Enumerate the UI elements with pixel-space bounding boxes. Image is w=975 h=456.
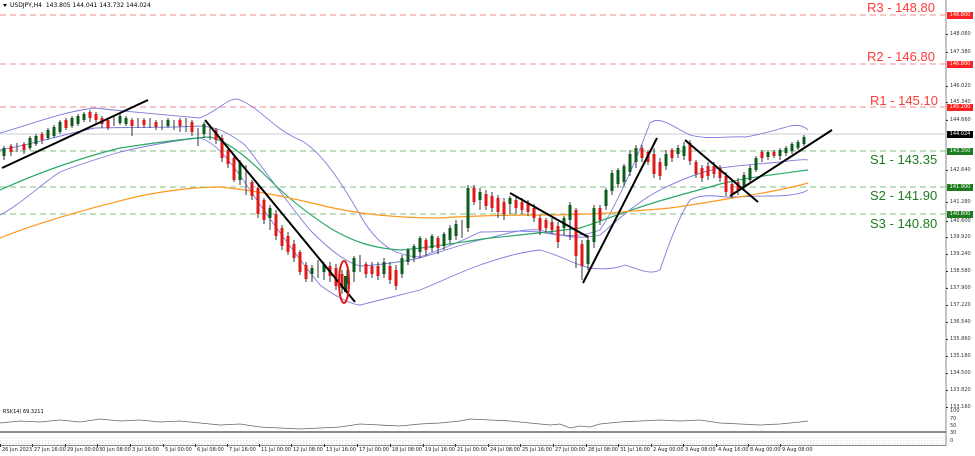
ma-slow-line: [0, 182, 809, 239]
time-tick: 25 Jul 16:00: [520, 444, 552, 453]
reversal-marker-ellipse: [338, 260, 350, 304]
rsi-tick: 100: [950, 408, 960, 414]
price-tick: 139.920: [946, 234, 971, 240]
price-tick: 134.500: [946, 370, 971, 376]
price-tick: 142.640: [946, 167, 971, 173]
price-tick: 141.280: [946, 199, 971, 205]
price-tick: 144.660: [946, 117, 971, 123]
r3-label: R3 - 148.80: [867, 0, 935, 15]
ohlc-values: 143.805 144.041 143.732 144.024: [45, 2, 151, 9]
r2-label: R2 - 146.80: [867, 49, 935, 64]
price-tick: 137.220: [946, 302, 971, 308]
time-tick: 24 Jul 08:00: [488, 444, 520, 453]
rsi-tick: 50: [950, 423, 957, 429]
price-tick: 138.580: [946, 268, 971, 274]
time-tick: 11 Jul 00:00: [259, 444, 291, 453]
rsi-tick: 30: [950, 430, 957, 436]
time-tick: 13 Jul 16:00: [324, 444, 356, 453]
time-tick: 12 Jul 08:00: [291, 444, 323, 453]
rsi-tick: 70: [950, 416, 957, 422]
r2-price-tag: 146.800: [947, 61, 973, 68]
r3-price-tag: 148.800: [947, 12, 973, 19]
time-tick: 8 Aug 00:00: [748, 444, 781, 453]
s2-price-tag: 141.900: [947, 184, 973, 191]
s3-label: S3 - 140.80: [870, 216, 938, 231]
r1-label: R1 - 145.10: [870, 93, 938, 108]
time-tick: 19 Jul 16:00: [423, 444, 455, 453]
time-tick: 4 Aug 16:00: [716, 444, 749, 453]
support-lines: [0, 150, 946, 215]
resistance-lines: [0, 14, 946, 108]
price-tick: 148.060: [946, 31, 971, 37]
bear-candles: [9, 112, 776, 288]
dropdown-triangle-icon[interactable]: [3, 4, 7, 7]
price-tick: 147.380: [946, 49, 971, 55]
price-tick: 140.600: [946, 218, 971, 224]
time-tick: 7 Jul 16:00: [227, 444, 256, 453]
s1-label: S1 - 143.35: [870, 152, 938, 167]
price-tick: 139.240: [946, 251, 971, 257]
price-tick: 135.180: [946, 353, 971, 359]
price-tick: 145.340: [946, 99, 971, 105]
price-tick: 133.820: [946, 387, 971, 393]
ma-fast-line: [0, 136, 809, 251]
trendlines: [1, 99, 833, 303]
time-tick: 17 Jul 00:00: [357, 444, 389, 453]
s1-price-tag: 143.350: [947, 148, 973, 155]
current-price-tag: 144.024: [947, 131, 973, 138]
time-tick: 29 Jun 00:00: [65, 444, 99, 453]
price-tick: 133.160: [946, 404, 971, 410]
time-tick: 30 Jun 08:00: [97, 444, 131, 453]
time-tick: 3 Jul 16:00: [130, 444, 159, 453]
price-tick: 136.540: [946, 319, 971, 325]
bull-candles: [2, 114, 806, 292]
symbol-timeframe: USDJPY,H4: [10, 2, 42, 9]
bollinger-bands: [0, 98, 809, 306]
chart-title: USDJPY,H4 143.805 144.041 143.732 144.02…: [3, 2, 151, 9]
time-tick: 6 Jul 08:00: [195, 444, 224, 453]
time-tick: 9 Aug 08:00: [780, 444, 813, 453]
time-tick: 26 Jun 2023: [0, 444, 33, 453]
rsi-tick: 0: [950, 438, 954, 444]
price-tick: 135.860: [946, 336, 971, 342]
time-tick: 5 Jul 00:00: [163, 444, 192, 453]
time-tick: 27 Jun 16:00: [32, 444, 66, 453]
time-tick: 31 Jul 16:00: [618, 444, 650, 453]
s2-label: S2 - 141.90: [870, 188, 938, 203]
s3-price-tag: 140.800: [947, 211, 973, 218]
price-tick: 146.020: [946, 83, 971, 89]
rsi-panel: [0, 418, 946, 444]
r1-price-tag: 145.100: [947, 104, 973, 111]
time-tick: 27 Jul 00:00: [553, 444, 585, 453]
price-tick: 137.900: [946, 285, 971, 291]
time-tick: 2 Aug 00:00: [651, 444, 684, 453]
rsi-label: RSI(14) 69.3211: [3, 409, 44, 415]
time-tick: 18 Jul 08:00: [390, 444, 422, 453]
rsi-line: [0, 418, 809, 430]
time-tick: 28 Jul 08:00: [586, 444, 618, 453]
time-tick: 3 Aug 08:00: [683, 444, 716, 453]
candles: [2, 110, 806, 294]
time-tick: 21 Jul 00:00: [455, 444, 487, 453]
